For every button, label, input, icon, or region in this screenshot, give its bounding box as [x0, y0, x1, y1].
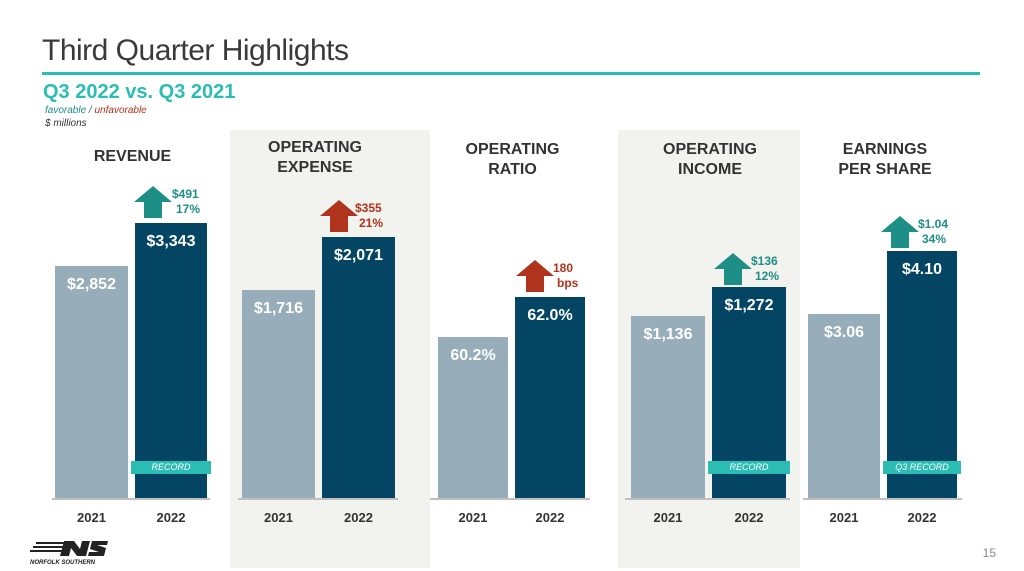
value-2021: 60.2% [450, 347, 496, 364]
legend-separator: / [88, 105, 92, 116]
change-percent: 17% [176, 202, 201, 216]
panel-title-line: EXPENSE [277, 159, 353, 176]
bar-2021: $1,716 [242, 290, 315, 499]
bar-2021: $2,852 [55, 266, 128, 499]
change-label: $491 17% [172, 187, 208, 217]
change-amount: $136 [751, 254, 778, 268]
change-percent: 12% [755, 269, 780, 283]
year-label-2021: 2021 [264, 510, 293, 525]
value-2022: $1,272 [724, 297, 774, 314]
legend-unfavorable: unfavorable [94, 105, 147, 116]
change-percent: 34% [922, 232, 947, 246]
change-label: 180 bps [553, 261, 602, 291]
baseline [238, 498, 398, 500]
panel-title: EARNINGS PER SHARE [805, 140, 965, 180]
record-badge: RECORD [131, 461, 211, 474]
panel-title-line: EARNINGS [842, 141, 928, 158]
norfolk-southern-logo: NORFOLK SOUTHERN [28, 540, 128, 571]
bar-2022: $2,071 [322, 237, 395, 499]
change-percent: 21% [359, 216, 384, 230]
arrow-up-icon [134, 186, 172, 218]
change-amount: $355 [355, 201, 382, 215]
change-percent: bps [557, 276, 579, 290]
panel-title: REVENUE [93, 148, 172, 165]
baseline [803, 498, 962, 500]
arrow-up-icon [881, 216, 919, 248]
bar-2022: $3,343 [135, 223, 207, 499]
panel-title: OPERATING RATIO [430, 140, 595, 180]
bar-2022: $4.10 [887, 251, 957, 499]
value-2021: $2,852 [67, 276, 116, 293]
bar-2021: 60.2% [438, 337, 508, 499]
title-divider [42, 72, 980, 75]
legend: favorable / unfavorable [45, 105, 147, 116]
baseline [52, 498, 210, 500]
panel-title-line: RATIO [488, 161, 537, 178]
arrow-up-icon [714, 253, 752, 285]
panel-title-line: OPERATING [465, 141, 560, 158]
legend-favorable: favorable [45, 105, 87, 116]
arrow-up-icon [516, 260, 554, 292]
panel-title: OPERATING INCOME [630, 140, 790, 180]
year-label-2022: 2022 [535, 510, 565, 525]
year-label-2022: 2022 [734, 510, 764, 525]
record-badge: Q3 RECORD [883, 461, 961, 474]
year-label-2021: 2021 [829, 510, 859, 525]
change-amount: $1.04 [918, 217, 949, 231]
year-label-2022: 2022 [907, 510, 937, 525]
year-label-2022: 2022 [156, 510, 186, 525]
year-label-2021: 2021 [653, 510, 683, 525]
baseline [625, 498, 790, 500]
value-2022: $4.10 [901, 261, 943, 278]
value-2022: $2,071 [334, 247, 383, 264]
page-title: Third Quarter Highlights [42, 34, 349, 67]
panel-title-line: OPERATING [268, 139, 362, 156]
change-label: $1.04 34% [918, 217, 973, 247]
panel-title-line: INCOME [678, 161, 742, 178]
panel-title-line: OPERATING [663, 141, 757, 158]
year-label-2021: 2021 [458, 510, 488, 525]
units-note: $ millions [45, 118, 87, 129]
bar-2021: $3.06 [808, 314, 880, 499]
change-amount: 180 [553, 261, 574, 275]
value-2022: $3,343 [146, 233, 196, 250]
subtitle: Q3 2022 vs. Q3 2021 [43, 81, 236, 103]
change-amount: $491 [172, 187, 199, 201]
svg-text:NORFOLK SOUTHERN: NORFOLK SOUTHERN [30, 560, 96, 566]
value-2022: 62.0% [527, 307, 573, 324]
year-label-2022: 2022 [344, 510, 373, 525]
arrow-up-icon [320, 200, 358, 232]
year-label-2021: 2021 [77, 510, 106, 525]
change-label: $136 12% [751, 254, 804, 284]
page-number: 15 [982, 546, 996, 560]
value-2021: $1,136 [643, 326, 693, 343]
value-2021: $3.06 [823, 324, 865, 341]
bar-2021: $1,136 [631, 316, 705, 499]
baseline [430, 498, 590, 500]
panel-title: OPERATING EXPENSE [240, 138, 390, 178]
bar-2022: 62.0% [515, 297, 585, 499]
change-label: $355 21% [355, 201, 412, 231]
record-badge: RECORD [708, 461, 790, 474]
panel-title-line: PER SHARE [838, 161, 932, 178]
value-2021: $1,716 [254, 300, 303, 317]
